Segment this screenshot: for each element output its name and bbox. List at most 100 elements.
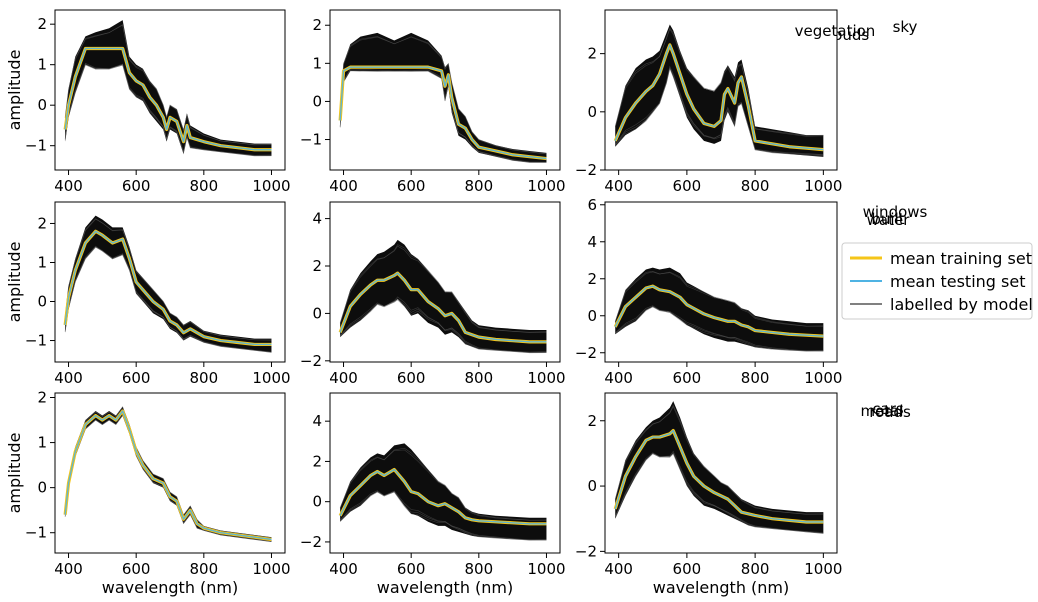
model-trace xyxy=(339,245,547,333)
model-band xyxy=(65,20,272,156)
axes-frame xyxy=(604,392,838,554)
x-tick-label: 1000 xyxy=(804,177,842,195)
model-trace xyxy=(614,28,824,137)
legend-label-training: mean training set xyxy=(890,249,1032,268)
panel-windows: 400 600 800 1000 6 4 2 0 −2 windows xyxy=(575,196,928,387)
model-trace xyxy=(64,246,272,353)
panel-label-sky: sky xyxy=(893,18,918,36)
series-mean-testing xyxy=(64,230,272,346)
x-tick-label: 400 xyxy=(329,369,358,387)
x-tick-label: 800 xyxy=(741,177,770,195)
x-tick-label: 800 xyxy=(465,177,494,195)
series-mean-testing xyxy=(614,429,824,523)
panel-label-roads: roads xyxy=(869,403,911,421)
y-tick-label: −2 xyxy=(575,542,597,560)
y-tick-label: −1 xyxy=(25,524,47,542)
y-tick-label: 6 xyxy=(587,196,597,214)
model-trace xyxy=(614,67,824,157)
model-trace xyxy=(614,405,824,515)
axes-frame xyxy=(604,9,838,171)
model-trace xyxy=(614,270,824,327)
series-mean-testing xyxy=(339,66,547,160)
y-tick-label: 2 xyxy=(587,45,597,63)
model-trace xyxy=(64,63,272,157)
x-tick-label: 1000 xyxy=(804,369,842,387)
panel-label-windows: windows xyxy=(863,203,928,221)
legend-box xyxy=(841,242,1033,320)
y-tick-label: 4 xyxy=(587,233,597,251)
axes-frame xyxy=(604,201,838,363)
y-tick-label: 4 xyxy=(312,412,322,430)
y-tick-label: −1 xyxy=(25,332,47,350)
model-band xyxy=(615,267,824,351)
x-tick-label: 600 xyxy=(673,369,702,387)
axes-frame xyxy=(54,9,286,171)
model-trace xyxy=(615,306,824,352)
panel-label-metal: metal xyxy=(860,402,903,420)
model-trace xyxy=(339,36,547,155)
x-tick-label: 400 xyxy=(54,560,83,578)
y-tick-label: 2 xyxy=(312,16,322,34)
y-tick-label: 1 xyxy=(37,434,47,452)
model-band xyxy=(615,24,824,157)
x-tick-label: 400 xyxy=(329,177,358,195)
x-tick-label: 1000 xyxy=(252,177,290,195)
x-tick-label: 800 xyxy=(741,560,770,578)
x-tick-label: 400 xyxy=(54,369,83,387)
x-tick-label: 400 xyxy=(329,560,358,578)
y-tick-label: 2 xyxy=(312,452,322,470)
model-trace xyxy=(64,406,272,538)
x-tick-label: 800 xyxy=(190,560,219,578)
panel-vegetation: 400 600 800 1000 2 0 −2 vegetation xyxy=(575,9,875,195)
y-tick-label: 0 xyxy=(37,96,47,114)
model-trace xyxy=(64,245,272,353)
model-trace xyxy=(64,24,272,146)
axes-frame xyxy=(54,392,286,554)
model-trace xyxy=(339,491,547,541)
y-tick-label: 2 xyxy=(37,15,47,33)
series-mean-testing xyxy=(339,468,547,525)
x-tick-label: 800 xyxy=(190,177,219,195)
legend: mean training set mean testing set label… xyxy=(841,242,1033,320)
x-tick-label: 1000 xyxy=(527,560,565,578)
y-tick-label: −1 xyxy=(300,131,322,149)
y-axis-label: amplitude xyxy=(5,242,24,323)
x-tick-label: 600 xyxy=(673,560,702,578)
x-tick-label: 400 xyxy=(604,560,633,578)
y-axis-label: amplitude xyxy=(5,433,24,514)
y-tick-label: 4 xyxy=(312,210,322,228)
model-trace xyxy=(64,218,272,341)
axes-frame xyxy=(329,392,561,554)
y-tick-label: 2 xyxy=(37,214,47,232)
model-trace xyxy=(614,452,824,534)
x-tick-label: 800 xyxy=(465,560,494,578)
model-trace xyxy=(339,449,547,521)
model-trace xyxy=(614,271,824,327)
x-axis-label: wavelength (nm) xyxy=(102,578,239,597)
y-tick-label: 2 xyxy=(587,270,597,288)
y-tick-label: 2 xyxy=(312,257,322,275)
model-trace xyxy=(339,298,547,353)
model-trace xyxy=(615,305,824,352)
y-tick-label: 0 xyxy=(587,103,597,121)
model-trace xyxy=(614,452,824,534)
y-tick-label: 1 xyxy=(37,253,47,271)
model-trace xyxy=(339,299,547,354)
legend-label-testing: mean testing set xyxy=(890,272,1025,291)
axes-frame xyxy=(329,201,561,363)
model-trace xyxy=(64,414,272,543)
x-tick-label: 800 xyxy=(190,369,219,387)
model-trace xyxy=(615,306,824,352)
x-tick-label: 800 xyxy=(465,369,494,387)
x-tick-label: 600 xyxy=(122,177,151,195)
x-tick-label: 600 xyxy=(397,177,426,195)
panels-group: 400 600 800 1000 2 1 0 −1 sky amplitude 400 600 800 1… xyxy=(5,9,928,597)
y-tick-label: 1 xyxy=(37,56,47,74)
x-tick-label: 1000 xyxy=(527,369,565,387)
y-tick-label: 2 xyxy=(587,412,597,430)
series-mean-testing xyxy=(339,272,547,343)
panel-sky: 400 600 800 1000 2 1 0 −1 sky amplitude xyxy=(5,9,918,195)
panel-label-built: built xyxy=(871,210,904,228)
